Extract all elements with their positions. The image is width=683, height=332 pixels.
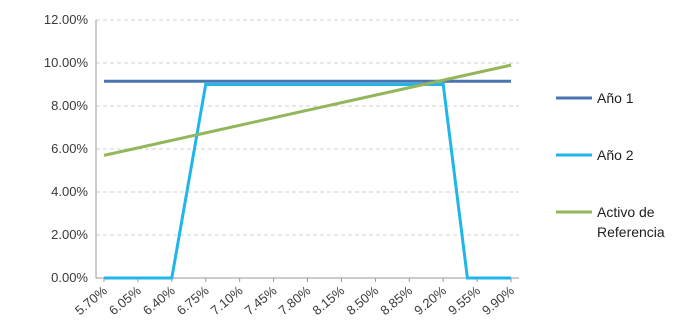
x-tick-label: 8.15% [309, 283, 347, 318]
y-tick-label: 2.00% [51, 227, 88, 242]
x-tick-label: 5.70% [72, 283, 110, 318]
series-line-2 [104, 83, 511, 280]
y-tick-label: 10.00% [44, 55, 89, 70]
legend-label: Año 1 [597, 90, 634, 106]
x-tick-label: 8.50% [343, 283, 381, 318]
legend-label: Año 2 [597, 147, 634, 163]
legend-label: Referencia [597, 224, 665, 240]
x-tick-label: 7.45% [242, 283, 280, 318]
x-tick-label: 9.20% [411, 283, 449, 318]
x-tick-label: 9.55% [445, 283, 483, 318]
x-tick-label: 7.80% [276, 283, 314, 318]
x-tick-label: 6.05% [106, 283, 144, 318]
y-tick-label: 12.00% [44, 12, 89, 27]
y-tick-label: 6.00% [51, 141, 88, 156]
legend-label: Activo de [597, 204, 655, 220]
x-tick-label: 9.90% [479, 283, 517, 318]
y-tick-labels: 0.00% 2.00% 4.00% 6.00% 8.00% 10.00% 12.00% [44, 12, 89, 285]
y-tick-label: 8.00% [51, 98, 88, 113]
x-tick-label: 6.40% [140, 283, 178, 318]
y-tick-label: 4.00% [51, 184, 88, 199]
y-tick-label: 0.00% [51, 270, 88, 285]
x-tick-label: 7.10% [208, 283, 246, 318]
legend: Año 1 Año 2 Activo de Referencia [556, 90, 665, 240]
series-layer [103, 63, 512, 280]
gridlines [96, 19, 519, 236]
x-tick-label: 8.85% [377, 283, 415, 318]
series-line-3 [103, 63, 512, 157]
x-tick-labels: 5.70%6.05%6.40%6.75%7.10%7.45%7.80%8.15%… [72, 278, 517, 318]
x-tick-label: 6.75% [174, 283, 212, 318]
